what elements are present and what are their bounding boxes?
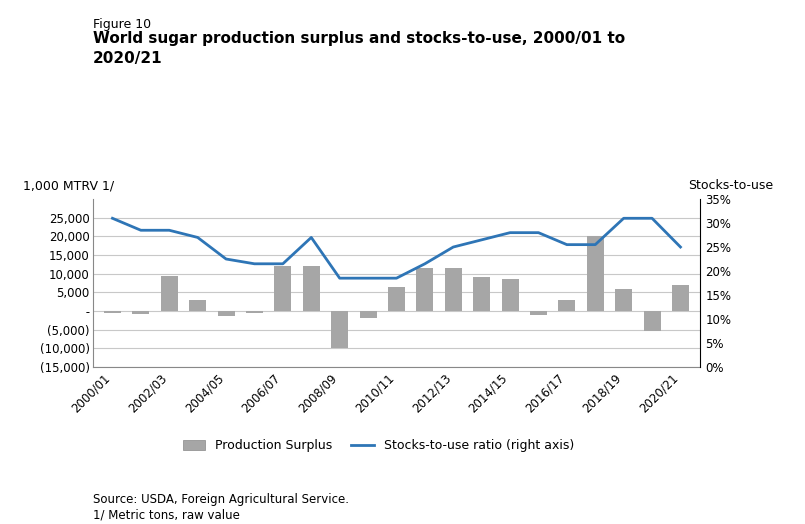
Stocks-to-use ratio (right axis) bbox=[164, 227, 174, 233]
Bar bbox=[473, 277, 490, 311]
Stocks-to-use ratio (right axis) bbox=[307, 234, 316, 241]
Stocks-to-use ratio (right axis) bbox=[108, 215, 118, 222]
Bar bbox=[502, 279, 518, 311]
Bar bbox=[303, 266, 320, 311]
Stocks-to-use ratio (right axis) bbox=[506, 230, 515, 236]
Bar bbox=[530, 311, 547, 315]
Stocks-to-use ratio (right axis) bbox=[590, 242, 600, 248]
Bar bbox=[587, 236, 604, 311]
Stocks-to-use ratio (right axis) bbox=[562, 242, 572, 248]
Stocks-to-use ratio (right axis) bbox=[136, 227, 146, 233]
Text: World sugar production surplus and stocks-to-use, 2000/01 to
2020/21: World sugar production surplus and stock… bbox=[93, 31, 625, 66]
Text: Stocks-to-use: Stocks-to-use bbox=[688, 179, 774, 192]
Stocks-to-use ratio (right axis) bbox=[392, 275, 402, 281]
Stocks-to-use ratio (right axis) bbox=[363, 275, 373, 281]
Text: Source: USDA, Foreign Agricultural Service.
1/ Metric tons, raw value: Source: USDA, Foreign Agricultural Servi… bbox=[93, 494, 349, 521]
Line: Stocks-to-use ratio (right axis): Stocks-to-use ratio (right axis) bbox=[113, 219, 680, 278]
Stocks-to-use ratio (right axis) bbox=[335, 275, 345, 281]
Stocks-to-use ratio (right axis) bbox=[221, 256, 231, 262]
Bar bbox=[104, 311, 121, 313]
Stocks-to-use ratio (right axis) bbox=[278, 260, 287, 267]
Bar bbox=[388, 287, 405, 311]
Bar bbox=[416, 268, 433, 311]
Bar bbox=[161, 276, 178, 311]
Stocks-to-use ratio (right axis) bbox=[448, 244, 458, 250]
Stocks-to-use ratio (right axis) bbox=[647, 215, 657, 222]
Bar bbox=[643, 311, 661, 331]
Bar bbox=[672, 285, 689, 311]
Stocks-to-use ratio (right axis) bbox=[675, 244, 685, 250]
Stocks-to-use ratio (right axis) bbox=[477, 237, 486, 243]
Stocks-to-use ratio (right axis) bbox=[534, 230, 543, 236]
Bar bbox=[246, 311, 263, 313]
Bar bbox=[132, 311, 150, 314]
Stocks-to-use ratio (right axis) bbox=[420, 260, 430, 267]
Bar bbox=[331, 311, 349, 348]
Bar bbox=[217, 311, 234, 316]
Bar bbox=[189, 300, 206, 311]
Bar bbox=[559, 300, 576, 311]
Text: 1,000 MTRV 1/: 1,000 MTRV 1/ bbox=[23, 179, 114, 192]
Legend: Production Surplus, Stocks-to-use ratio (right axis): Production Surplus, Stocks-to-use ratio … bbox=[178, 434, 579, 457]
Bar bbox=[360, 311, 377, 319]
Stocks-to-use ratio (right axis) bbox=[619, 215, 629, 222]
Bar bbox=[275, 266, 291, 311]
Text: Figure 10: Figure 10 bbox=[93, 18, 151, 31]
Stocks-to-use ratio (right axis) bbox=[193, 234, 203, 241]
Bar bbox=[615, 289, 632, 311]
Stocks-to-use ratio (right axis) bbox=[250, 260, 259, 267]
Bar bbox=[444, 268, 462, 311]
